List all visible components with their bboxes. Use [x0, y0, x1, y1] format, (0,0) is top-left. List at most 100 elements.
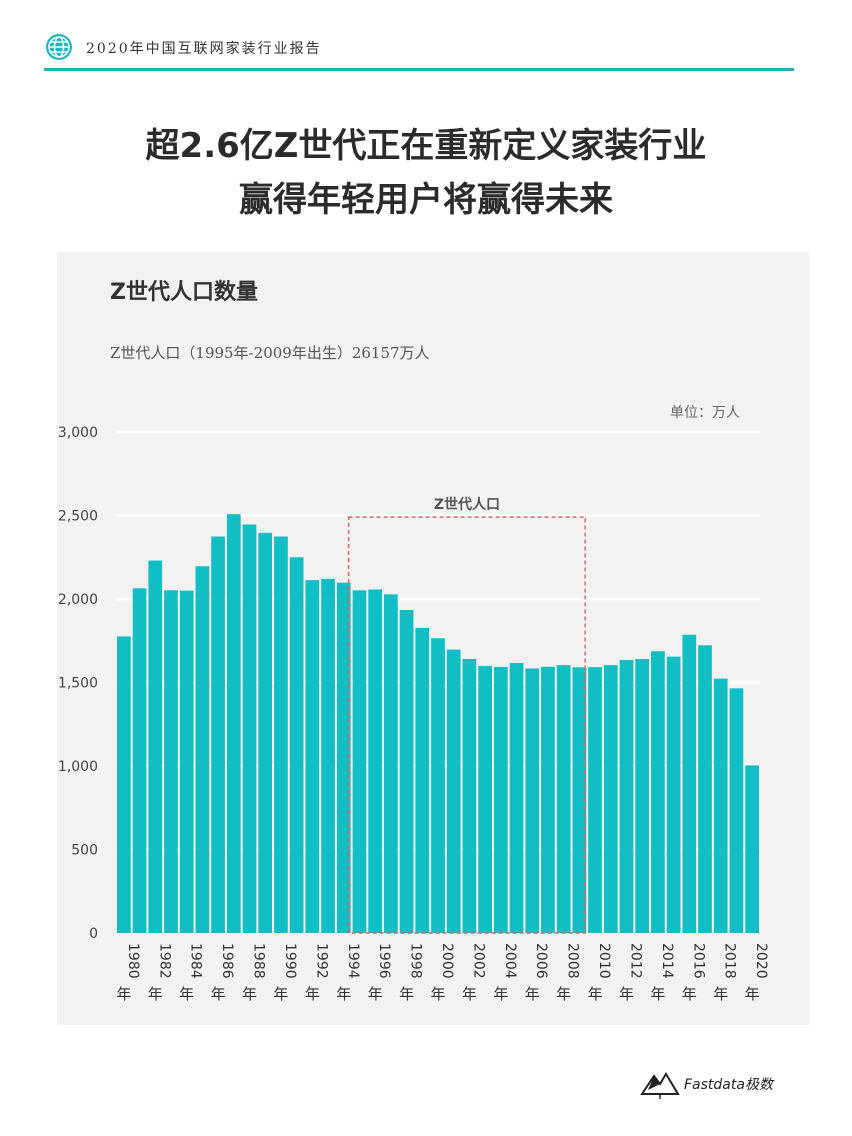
bar-1997	[384, 594, 398, 933]
svg-text:年: 年	[273, 985, 288, 1003]
svg-text:2008: 2008	[565, 943, 581, 979]
x-tick-label: 1980 年	[116, 943, 141, 1003]
svg-text:2000: 2000	[439, 943, 455, 979]
svg-text:年: 年	[399, 985, 414, 1003]
x-tick-label: 1986 年	[211, 943, 236, 1003]
bar-2011	[603, 665, 618, 933]
headline-line-1: 超2.6亿Z世代正在重新定义家装行业	[145, 126, 707, 166]
bar-1994	[336, 582, 351, 933]
svg-text:1990: 1990	[282, 943, 298, 979]
bar-1984	[179, 590, 194, 933]
svg-text:2010: 2010	[596, 943, 612, 979]
svg-text:年: 年	[462, 985, 477, 1003]
bar-2001	[446, 649, 461, 933]
bar-2007	[541, 666, 555, 933]
x-tick-label: 2004 年	[493, 943, 518, 1003]
x-tick-label: 1984 年	[179, 943, 204, 1003]
x-tick-label: 2010 年	[588, 943, 613, 1003]
x-tick-label: 2020 年	[745, 943, 770, 1003]
svg-text:年: 年	[148, 985, 163, 1003]
x-tick-label: 2014 年	[650, 943, 675, 1003]
x-tick-label: 1998 年	[399, 943, 424, 1003]
bar-2005	[509, 662, 524, 933]
svg-text:1988: 1988	[251, 943, 267, 979]
y-tick-label: 0	[89, 926, 98, 942]
header-divider	[44, 68, 794, 71]
svg-text:1994: 1994	[345, 943, 361, 979]
x-tick-label: 1996 年	[368, 943, 393, 1003]
bar-1992	[305, 580, 320, 933]
svg-text:年: 年	[493, 985, 508, 1003]
bar-2019	[729, 688, 744, 933]
x-tick-label: 2000 年	[430, 943, 455, 1003]
svg-text:年: 年	[336, 985, 351, 1003]
globe-icon	[46, 34, 72, 60]
svg-text:年: 年	[179, 985, 194, 1003]
svg-text:1980: 1980	[125, 943, 141, 979]
svg-text:年: 年	[650, 985, 665, 1003]
bar-2012	[619, 659, 634, 933]
svg-text:2018: 2018	[722, 943, 738, 979]
bar-1995	[352, 590, 367, 933]
z-generation-highlight-box	[347, 516, 586, 934]
bar-2008	[556, 665, 571, 933]
svg-text:1996: 1996	[376, 943, 392, 979]
svg-text:2006: 2006	[533, 943, 549, 979]
svg-text:年: 年	[682, 985, 697, 1003]
bar-2013	[635, 659, 650, 933]
bar-1990	[274, 536, 288, 933]
bar-2020	[745, 765, 759, 933]
bar-2006	[525, 668, 540, 933]
svg-text:1986: 1986	[219, 943, 235, 979]
bar-1980	[117, 636, 131, 933]
headline-line-2: 赢得年轻用户将赢得未来	[239, 180, 613, 220]
y-tick-label: 3,000	[58, 425, 98, 441]
svg-text:年: 年	[713, 985, 728, 1003]
bar-2010	[588, 667, 602, 933]
bar-1991	[289, 557, 304, 933]
svg-text:1998: 1998	[408, 943, 424, 979]
y-tick-label: 500	[71, 843, 98, 859]
chart-subtitle: Z世代人口（1995年-2009年出生）26157万人	[110, 344, 430, 362]
svg-text:1982: 1982	[156, 943, 172, 979]
report-title: 2020年中国互联网家装行业报告	[86, 41, 322, 57]
svg-text:年: 年	[745, 985, 760, 1003]
y-tick-label: 1,000	[58, 759, 98, 775]
bar-2018	[713, 678, 728, 933]
x-tick-label: 1988 年	[242, 943, 267, 1003]
svg-text:2004: 2004	[502, 943, 518, 979]
bar-2003	[478, 665, 492, 933]
svg-text:年: 年	[525, 985, 540, 1003]
bar-1981	[132, 588, 147, 933]
bar-2009	[572, 667, 587, 933]
bar-1996	[368, 589, 383, 933]
x-tick-label: 2006 年	[525, 943, 550, 1003]
bar-1982	[148, 560, 163, 933]
bar-2000	[431, 638, 445, 933]
bar-2017	[698, 645, 712, 933]
bar-1983	[164, 590, 178, 933]
svg-text:年: 年	[116, 985, 131, 1003]
bar-2015	[666, 656, 681, 933]
bar-2002	[462, 658, 477, 933]
bar-1999	[415, 627, 430, 933]
bar-1989	[258, 532, 273, 933]
svg-text:年: 年	[305, 985, 320, 1003]
svg-text:2002: 2002	[470, 943, 486, 979]
svg-text:年: 年	[242, 985, 257, 1003]
y-tick-label: 2,500	[58, 509, 98, 525]
svg-text:年: 年	[588, 985, 603, 1003]
y-tick-label: 1,500	[58, 676, 98, 692]
svg-text:1992: 1992	[313, 943, 329, 979]
bar-1993	[321, 578, 335, 933]
svg-text:1984: 1984	[188, 943, 204, 979]
fastdata-logo-icon	[640, 1072, 680, 1099]
x-tick-label: 1992 年	[305, 943, 330, 1003]
bar-2004	[493, 666, 508, 933]
bar-1998	[399, 610, 414, 933]
x-tick-label: 1990 年	[273, 943, 298, 1003]
svg-text:2012: 2012	[627, 943, 643, 979]
x-tick-label: 2018 年	[713, 943, 738, 1003]
bar-2014	[651, 651, 665, 933]
